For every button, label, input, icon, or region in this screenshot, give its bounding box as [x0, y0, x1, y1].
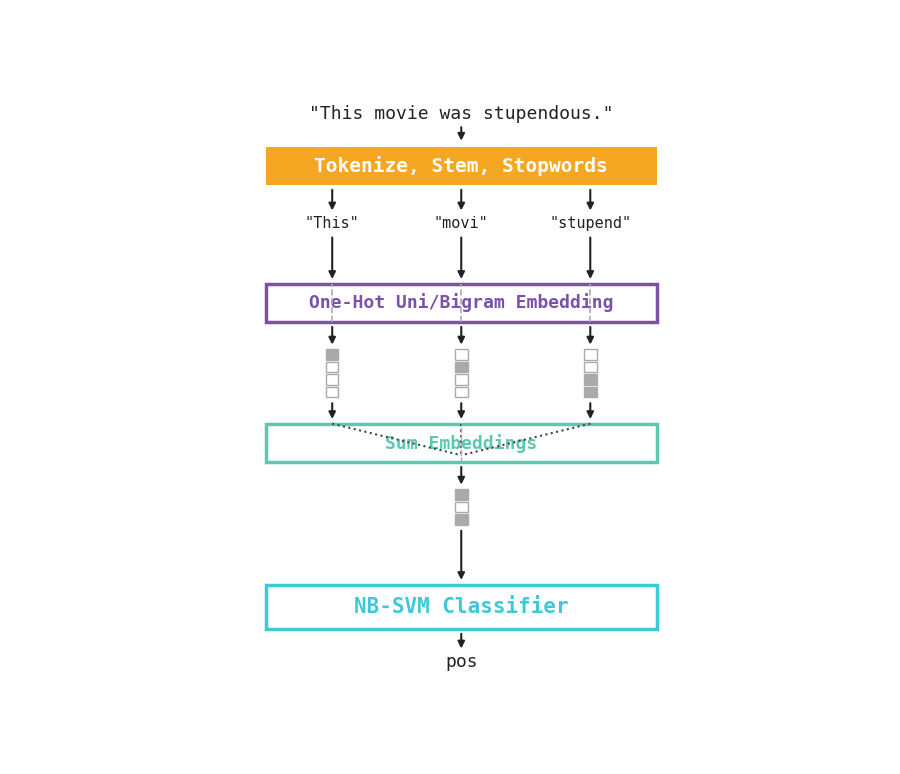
- Text: "This movie was stupendous.": "This movie was stupendous.": [309, 104, 614, 123]
- Bar: [266, 146, 656, 185]
- Bar: [326, 374, 338, 385]
- Text: NB-SVM Classifier: NB-SVM Classifier: [354, 597, 569, 617]
- Bar: [266, 423, 656, 462]
- Bar: [326, 349, 338, 360]
- Text: "stupend": "stupend": [549, 217, 632, 231]
- Bar: [455, 502, 467, 512]
- Bar: [455, 349, 467, 360]
- Bar: [584, 387, 597, 397]
- Text: "movi": "movi": [434, 217, 489, 231]
- Text: One-Hot Uni/Bigram Embedding: One-Hot Uni/Bigram Embedding: [309, 293, 614, 313]
- Bar: [455, 514, 467, 525]
- Bar: [455, 361, 467, 372]
- Text: Sum Embeddings: Sum Embeddings: [385, 433, 537, 453]
- Bar: [455, 387, 467, 397]
- Bar: [266, 584, 656, 629]
- Bar: [584, 349, 597, 360]
- Bar: [584, 361, 597, 372]
- Bar: [326, 387, 338, 397]
- Bar: [326, 361, 338, 372]
- Bar: [266, 283, 656, 322]
- Text: pos: pos: [445, 653, 478, 671]
- Bar: [455, 374, 467, 385]
- Bar: [455, 489, 467, 500]
- Text: Tokenize, Stem, Stopwords: Tokenize, Stem, Stopwords: [314, 156, 608, 176]
- Text: "This": "This": [305, 217, 360, 231]
- Bar: [584, 374, 597, 385]
